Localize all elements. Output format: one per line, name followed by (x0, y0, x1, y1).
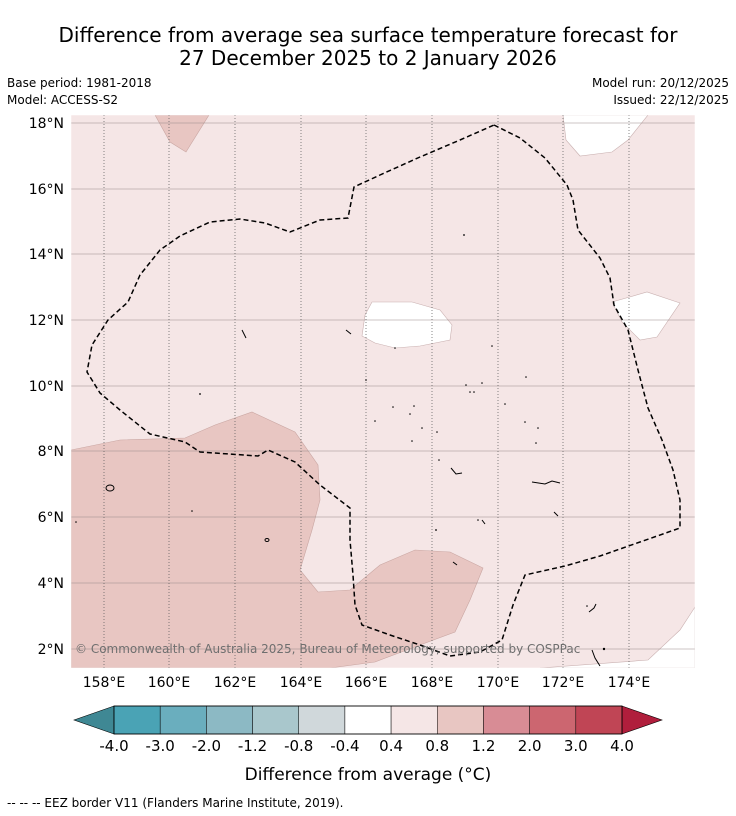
lon-label: 164°E (280, 675, 323, 691)
colorbar-outline (113, 705, 623, 735)
model-name: Model: ACCESS-S2 (7, 93, 119, 107)
map-area: © Commonwealth of Australia 2025, Bureau… (71, 115, 695, 668)
colorbar-segment (113, 705, 161, 735)
lon-label: 170°E (477, 675, 520, 691)
lat-label: 6°N (38, 510, 64, 526)
longitude-gridlines (103, 115, 630, 668)
colorbar-segment (344, 705, 392, 735)
colorbar-tick-label: -3.0 (146, 737, 175, 755)
colorbar-segment (298, 705, 346, 735)
title-line-1: Difference from average sea surface temp… (58, 23, 678, 47)
lon-label: 166°E (345, 675, 388, 691)
longitude-labels: 158°E 160°E 162°E 164°E 166°E 168°E 170°… (83, 675, 651, 691)
colorbar-segment (206, 705, 253, 735)
lon-label: 168°E (411, 675, 454, 691)
colorbar-tick-label: 3.0 (564, 737, 588, 755)
lat-label: 2°N (38, 642, 64, 658)
latitude-gridlines (71, 122, 695, 650)
lat-label: 12°N (29, 313, 64, 329)
lat-label: 18°N (29, 116, 64, 132)
colorbar-label: Difference from average (°C) (245, 765, 492, 785)
lat-label: 14°N (29, 247, 64, 263)
title-line-2: 27 December 2025 to 2 January 2026 (179, 46, 557, 70)
colorbar-tick-label: -0.4 (330, 737, 359, 755)
lat-label: 10°N (29, 379, 64, 395)
copyright-text: © Commonwealth of Australia 2025, Bureau… (75, 642, 580, 656)
colorbar-tick-label: -1.2 (238, 737, 267, 755)
neutral-patch-center (361, 301, 453, 349)
eez-footnote: -- -- -- EEZ border V11 (Flanders Marine… (7, 796, 344, 810)
anomaly-patch-south-west (71, 411, 484, 668)
colorbar-tick-label: 0.8 (425, 737, 449, 755)
colorbar-segment (159, 705, 207, 735)
lat-label: 8°N (38, 444, 64, 460)
colorbar-tick-label: -4.0 (99, 737, 128, 755)
colorbar-low-extension (73, 705, 115, 735)
neutral-patch-north-east (562, 115, 649, 157)
colorbar: -4.0 -3.0 -2.0 -1.2 -0.8 -0.4 0.4 0.8 1.2 2.0 3.0 4… (73, 705, 663, 785)
lon-label: 160°E (148, 675, 191, 691)
lat-label: 16°N (29, 182, 64, 198)
colorbar-high-extension (621, 705, 663, 735)
lon-label: 174°E (608, 675, 651, 691)
colorbar-tick-label: -0.8 (284, 737, 313, 755)
neutral-patch-south-east (539, 606, 695, 668)
model-run: Model run: 20/12/2025 (591, 76, 729, 90)
islands (105, 329, 601, 667)
colorbar-tick-label: 1.2 (472, 737, 496, 755)
lon-label: 162°E (214, 675, 257, 691)
colorbar-segment (483, 705, 530, 735)
issued-date: Issued: 22/12/2025 (613, 93, 729, 107)
map-frame (70, 114, 696, 669)
colorbar-tick-label: 0.4 (379, 737, 403, 755)
base-period: Base period: 1981-2018 (7, 76, 152, 90)
colorbar-tick-label: 2.0 (518, 737, 542, 755)
lon-label: 158°E (83, 675, 126, 691)
latitude-labels: 18°N 16°N 14°N 12°N 10°N 8°N 6°N 4°N 2°N (29, 116, 64, 658)
colorbar-segment (390, 705, 438, 735)
colorbar-tick-label: -2.0 (192, 737, 221, 755)
anomaly-patch-top (154, 115, 210, 153)
colorbar-tick-label: 4.0 (610, 737, 634, 755)
colorbar-segment (252, 705, 299, 735)
lon-label: 172°E (542, 675, 585, 691)
colorbar-segment (437, 705, 484, 735)
lat-label: 4°N (38, 576, 64, 592)
colorbar-segment (529, 705, 577, 735)
atolls (75, 234, 606, 651)
colorbar-segment (575, 705, 623, 735)
